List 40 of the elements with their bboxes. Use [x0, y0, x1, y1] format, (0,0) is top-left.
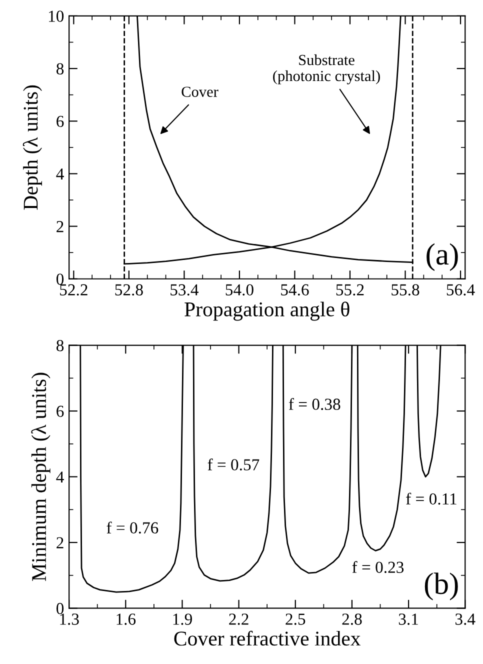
- annotation: f = 0.23: [352, 561, 404, 574]
- x-tick-label: 2.2: [229, 614, 248, 625]
- annotation: f = 0.57: [208, 458, 260, 470]
- x-tick-label: 1.3: [60, 614, 79, 625]
- y-tick-label: 0: [56, 602, 64, 614]
- x-tick-label: 54.0: [226, 284, 254, 296]
- x-tick-label: 53.4: [170, 284, 199, 296]
- x-tick-label: 1.6: [116, 614, 136, 625]
- y-tick-label: 2: [56, 537, 64, 548]
- annotation: (b): [424, 572, 458, 600]
- annotation: (a): [426, 243, 458, 271]
- annotation: Cover: [182, 86, 218, 97]
- y-tick-label: 8: [56, 340, 64, 352]
- y-tick-label: 4: [56, 472, 64, 483]
- x-tick-label: 1.9: [173, 614, 192, 625]
- y-tick-label: 4: [56, 168, 64, 180]
- y-axis-title: Depth (λ units): [22, 85, 42, 210]
- y-tick-label: 6: [56, 406, 64, 417]
- annotation: f = 0.76: [106, 522, 158, 534]
- x-tick-label: 56.4: [446, 284, 475, 296]
- x-tick-label: 55.2: [336, 284, 364, 296]
- x-tick-label: 52.8: [115, 284, 143, 296]
- x-tick-label: 55.8: [392, 284, 420, 296]
- y-tick-label: 2: [56, 221, 64, 232]
- annotation: f = 0.11: [406, 492, 456, 505]
- x-tick-label: 3.4: [456, 614, 476, 625]
- x-tick-label: 2.5: [286, 614, 306, 625]
- x-axis-title: Propagation angle θ: [184, 302, 350, 321]
- x-tick-label: 54.6: [281, 284, 309, 296]
- y-axis-title: Minimum depth (λ units): [31, 372, 50, 582]
- y-tick-label: 0: [56, 274, 64, 285]
- x-tick-label: 3.1: [398, 614, 418, 625]
- x-tick-label: 52.2: [60, 284, 88, 296]
- x-tick-label: 2.8: [342, 614, 362, 625]
- y-tick-label: 8: [56, 63, 64, 74]
- y-tick-label: 10: [49, 10, 64, 22]
- annotation: Substrate (photonic crystal): [273, 54, 380, 84]
- x-axis-title: Cover refractive index: [174, 630, 361, 646]
- annotation: f = 0.38: [288, 398, 340, 410]
- y-tick-label: 6: [56, 116, 64, 128]
